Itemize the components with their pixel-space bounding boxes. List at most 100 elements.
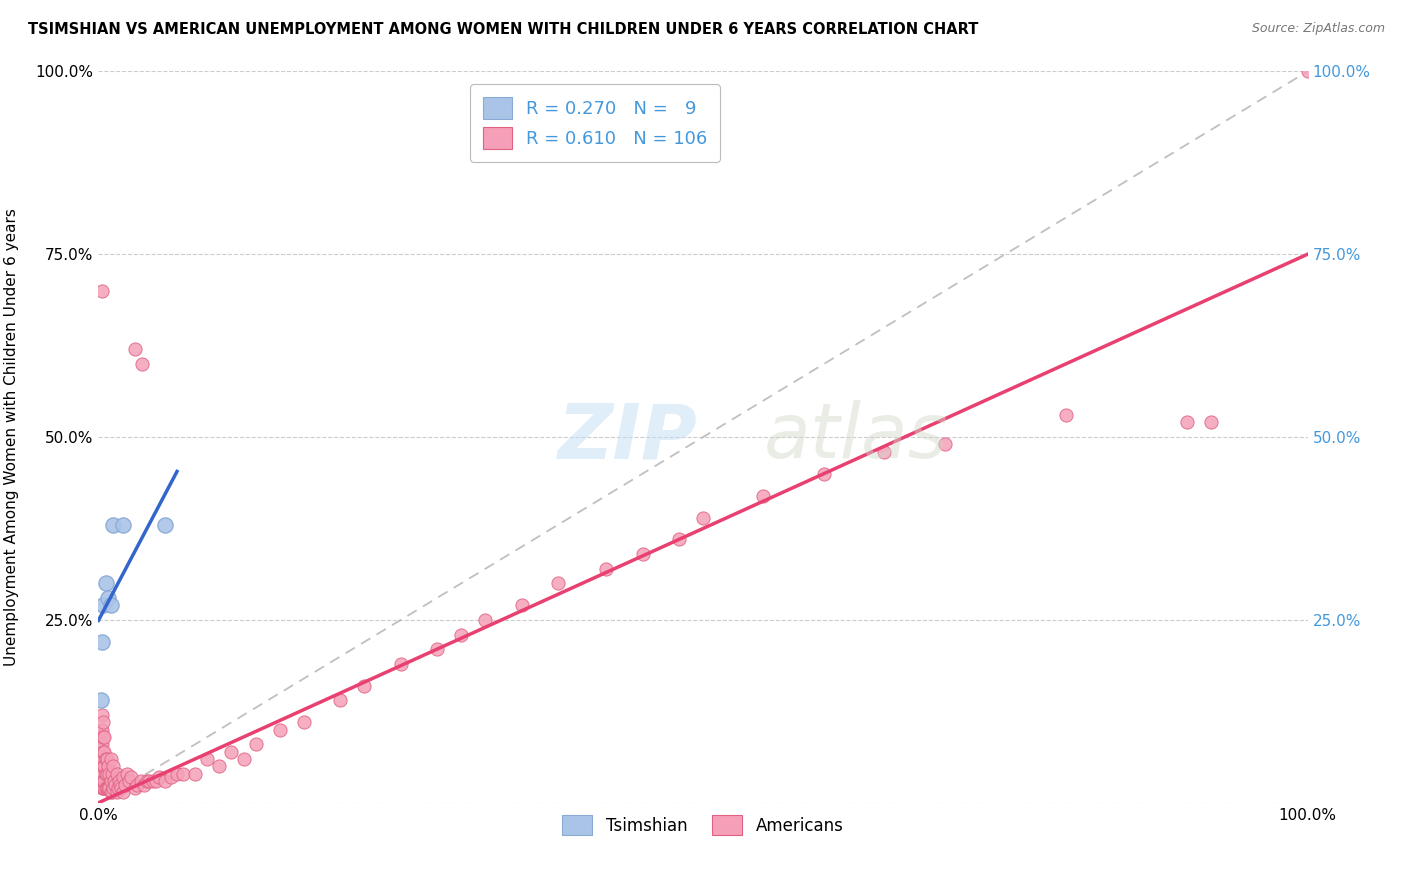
Point	[97, 591, 120, 605]
Point	[105, 766, 128, 780]
Point	[91, 752, 114, 766]
Point	[90, 693, 112, 707]
Point	[124, 781, 146, 796]
Point	[87, 737, 110, 751]
Point	[98, 766, 121, 780]
Point	[100, 599, 122, 613]
Point	[752, 489, 775, 503]
Point	[184, 766, 207, 780]
Point	[100, 785, 122, 799]
Text: Source: ZipAtlas.com: Source: ZipAtlas.com	[1251, 22, 1385, 36]
Point	[114, 778, 136, 792]
Point	[91, 708, 114, 723]
Point	[91, 781, 114, 796]
Text: ZIP: ZIP	[558, 401, 697, 474]
Point	[97, 781, 120, 796]
Point	[101, 517, 124, 532]
Point	[208, 759, 231, 773]
Point	[127, 778, 149, 792]
Point	[100, 773, 122, 788]
Point	[547, 576, 569, 591]
Point	[117, 766, 139, 780]
Point	[232, 752, 254, 766]
Point	[89, 766, 111, 780]
Point	[101, 781, 124, 796]
Point	[91, 284, 114, 298]
Point	[195, 752, 218, 766]
Point	[160, 770, 183, 784]
Point	[91, 635, 114, 649]
Point	[91, 737, 114, 751]
Point	[93, 759, 115, 773]
Point	[105, 785, 128, 799]
Point	[101, 759, 124, 773]
Point	[100, 785, 122, 799]
Point	[692, 510, 714, 524]
Point	[89, 730, 111, 744]
Point	[124, 343, 146, 357]
Point	[120, 770, 142, 784]
Point	[87, 752, 110, 766]
Point	[94, 766, 117, 780]
Point	[129, 773, 152, 788]
Point	[389, 657, 412, 671]
Point	[103, 773, 125, 788]
Point	[98, 781, 121, 796]
Point	[93, 781, 115, 796]
Point	[93, 745, 115, 759]
Point	[873, 444, 896, 458]
Point	[145, 773, 167, 788]
Point	[91, 745, 114, 759]
Point	[668, 533, 690, 547]
Point	[94, 752, 117, 766]
Point	[631, 547, 654, 561]
Point	[353, 679, 375, 693]
Y-axis label: Unemployment Among Women with Children Under 6 years: Unemployment Among Women with Children U…	[4, 208, 18, 666]
Point	[91, 730, 114, 744]
Point	[93, 773, 115, 788]
Point	[510, 599, 533, 613]
Point	[426, 642, 449, 657]
Point	[142, 773, 165, 788]
Point	[108, 778, 131, 792]
Point	[94, 781, 117, 796]
Point	[90, 737, 112, 751]
Point	[111, 770, 134, 784]
Text: atlas: atlas	[763, 401, 948, 474]
Point	[91, 766, 114, 780]
Point	[1296, 64, 1319, 78]
Point	[91, 781, 114, 796]
Point	[93, 730, 115, 744]
Point	[221, 745, 243, 759]
Point	[474, 613, 496, 627]
Point	[934, 437, 956, 451]
Point	[172, 766, 194, 780]
Point	[91, 773, 114, 788]
Point	[329, 693, 352, 707]
Legend: Tsimshian, Americans: Tsimshian, Americans	[555, 808, 851, 842]
Point	[90, 723, 112, 737]
Point	[138, 773, 160, 788]
Point	[131, 357, 153, 371]
Point	[118, 773, 141, 788]
Point	[89, 752, 111, 766]
Point	[153, 773, 176, 788]
Point	[269, 723, 291, 737]
Point	[90, 773, 112, 788]
Point	[450, 627, 472, 641]
Point	[91, 759, 114, 773]
Point	[134, 778, 156, 792]
Point	[100, 766, 122, 780]
Point	[153, 517, 176, 532]
Point	[91, 773, 114, 788]
Point	[595, 562, 617, 576]
Point	[89, 759, 111, 773]
Point	[166, 766, 188, 780]
Point	[87, 759, 110, 773]
Point	[111, 517, 134, 532]
Point	[107, 781, 129, 796]
Point	[90, 752, 112, 766]
Point	[813, 467, 835, 481]
Point	[292, 715, 315, 730]
Point	[94, 576, 117, 591]
